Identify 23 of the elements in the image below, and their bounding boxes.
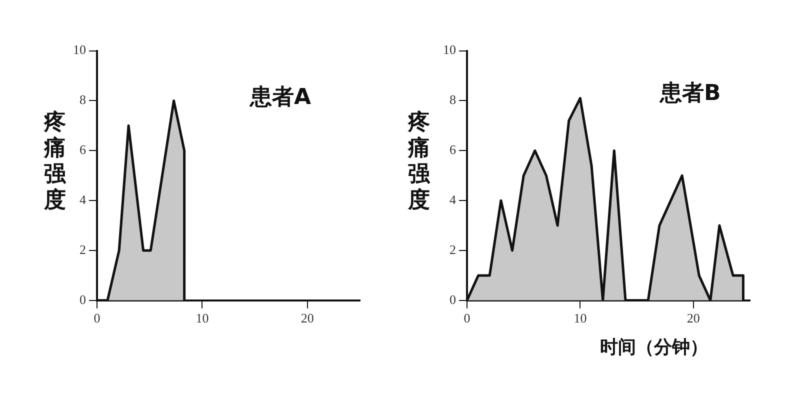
x-tick-label: 10 — [196, 310, 209, 326]
y-axis-title: 疼痛强度 — [408, 110, 432, 214]
y-tick-label: 10 — [73, 42, 86, 58]
y-tick-label: 8 — [450, 92, 456, 108]
y-tick-label: 0 — [80, 292, 86, 307]
y-tick-label: 6 — [80, 142, 86, 158]
y-tick-label: 2 — [450, 242, 456, 257]
x-tick-label: 0 — [464, 310, 470, 326]
y-axis-title: 疼痛强度 — [44, 110, 68, 214]
y-tick-label: 0 — [450, 292, 456, 307]
y-tick-label: 10 — [443, 42, 456, 58]
y-tick-label: 4 — [450, 192, 456, 207]
x-tick-label: 20 — [686, 310, 700, 326]
x-tick-label: 20 — [300, 310, 314, 326]
x-tick-label: 10 — [574, 310, 587, 326]
x-tick-label: 0 — [94, 310, 100, 326]
text: 患者A — [250, 84, 312, 112]
y-tick-label: 4 — [80, 192, 86, 207]
text: 患者B — [660, 80, 721, 108]
x-axis-title: 时间（分钟） — [600, 336, 708, 359]
y-tick-label: 2 — [80, 242, 86, 257]
y-tick-label: 8 — [80, 92, 86, 108]
y-tick-label: 6 — [450, 142, 456, 158]
